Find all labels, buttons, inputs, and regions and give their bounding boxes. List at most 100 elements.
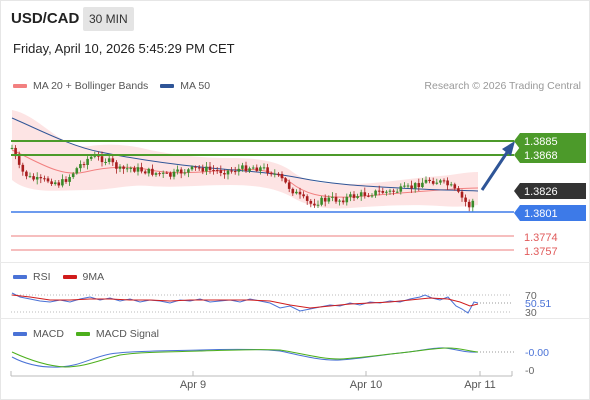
candle-body: [251, 167, 255, 169]
candle-body: [381, 191, 385, 193]
candle-body: [460, 191, 464, 198]
candle-body: [313, 203, 316, 206]
candle-body: [395, 191, 399, 193]
support-label-1: 1.3774: [524, 232, 558, 244]
candle-body: [367, 195, 370, 197]
research-credit: Research © 2026 Trading Central: [424, 80, 581, 92]
candle-body: [388, 190, 392, 192]
rsi-ma-swatch: [62, 275, 77, 279]
level-tag-1: [514, 133, 586, 149]
candle-body: [341, 200, 345, 203]
candle-body: [43, 178, 46, 180]
candle-body: [154, 173, 158, 175]
candle-body: [370, 195, 374, 197]
level-tag-2: [514, 147, 586, 163]
candle-body: [14, 147, 17, 157]
candle-body: [431, 181, 435, 184]
candle-body: [143, 171, 147, 174]
candle-body: [403, 185, 406, 187]
rsi-axis-30: 30: [525, 307, 537, 319]
macd-line: [11, 347, 479, 368]
candle-body: [100, 156, 104, 163]
candle-body: [183, 172, 187, 174]
macd-legend-label: MACD: [33, 328, 64, 340]
candle-body: [57, 182, 61, 186]
candle-body: [161, 172, 165, 174]
candle-body: [190, 166, 194, 170]
candle-body: [97, 155, 100, 157]
x-label-apr10: Apr 10: [350, 379, 382, 391]
support-label-2: 1.3757: [524, 246, 558, 258]
chart-datetime: Friday, April 10, 2026 5:45:29 PM CET: [13, 41, 235, 56]
candle-body: [28, 176, 32, 178]
candle-body: [158, 173, 161, 175]
candle-body: [331, 196, 334, 198]
macd-legend: MACD MACD Signal: [13, 328, 159, 340]
candle-body: [212, 169, 215, 171]
candle-body: [284, 178, 287, 183]
candle-body: [172, 171, 176, 177]
candle-body: [179, 169, 183, 174]
candle-body: [345, 196, 349, 203]
candle-body: [237, 168, 241, 172]
candle-body: [259, 167, 262, 171]
candle-body: [277, 173, 280, 175]
candle-body: [435, 182, 439, 184]
candle-body: [464, 197, 467, 202]
candle-body: [64, 179, 68, 182]
candle-body: [320, 197, 323, 205]
candle-body: [359, 192, 363, 197]
candle-body: [61, 179, 64, 186]
rsi-legend-label: RSI: [33, 271, 51, 283]
candle-body: [406, 185, 410, 187]
pivot-tag-text: 1.3801: [524, 208, 558, 220]
candle-body: [266, 167, 269, 174]
candle-body: [208, 166, 212, 170]
candle-body: [35, 177, 39, 180]
candle-body: [269, 173, 273, 175]
candle-body: [125, 168, 129, 170]
candle-body: [194, 166, 197, 168]
bollinger-band: [12, 110, 478, 209]
ma20-legend-label: MA 20 + Bollinger Bands: [33, 80, 149, 92]
candle-body: [255, 167, 259, 171]
candle-body: [32, 176, 35, 180]
candle-body: [392, 190, 395, 192]
candle-body: [248, 168, 251, 172]
ma50-legend-label: MA 50: [180, 80, 211, 92]
level-tag-1-text: 1.3885: [524, 136, 558, 148]
timeframe-button[interactable]: 30 MIN: [83, 7, 134, 31]
candle-body: [25, 171, 28, 177]
candle-body: [302, 194, 305, 197]
candle-body: [323, 197, 327, 202]
candle-body: [233, 171, 237, 173]
candle-body: [17, 156, 21, 165]
candle-body: [421, 182, 424, 188]
candle-body: [147, 168, 151, 174]
candle-body: [467, 201, 471, 208]
candle-body: [104, 161, 107, 163]
candle-body: [176, 169, 179, 172]
rsi-line: [11, 292, 479, 314]
rsi-value: 50.51: [525, 298, 551, 310]
candle-body: [219, 170, 223, 174]
candle-body: [197, 167, 201, 169]
candle-body: [298, 191, 302, 195]
candle-body: [223, 173, 226, 175]
candle-body: [50, 181, 53, 185]
candle-body: [417, 183, 421, 188]
candle-body: [75, 168, 79, 174]
candle-body: [338, 200, 341, 202]
macd-signal-swatch: [75, 332, 90, 336]
candle-body: [136, 167, 140, 172]
candle-body: [280, 173, 284, 179]
candle-body: [93, 155, 97, 157]
candle-body: [82, 164, 86, 166]
candle-body: [187, 169, 190, 173]
candle-body: [133, 167, 136, 172]
level-tag-2-text: 1.3868: [524, 150, 558, 162]
candle-body: [122, 166, 125, 169]
macd-value: -0.00: [525, 347, 549, 359]
candle-body: [446, 180, 449, 186]
